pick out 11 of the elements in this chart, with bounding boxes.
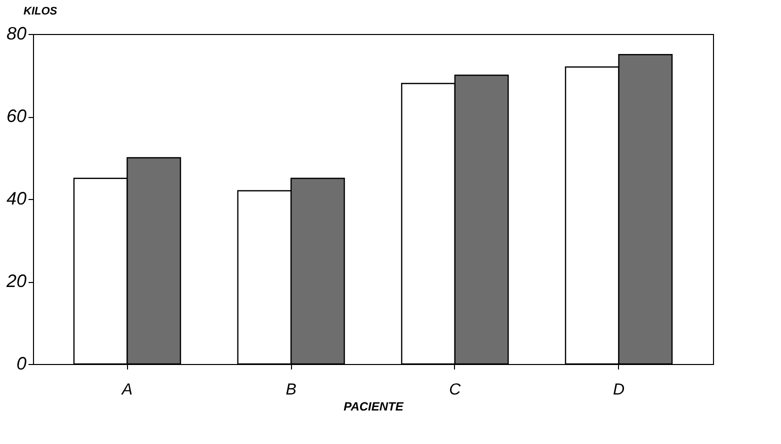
y-tick-label: 0 (16, 354, 26, 374)
x-axis-title: PACIENTE (344, 400, 404, 414)
x-tick-label: C (449, 382, 462, 398)
x-tick-label: A (120, 382, 133, 398)
x-tick-label: D (613, 382, 625, 398)
y-tick-label: 40 (6, 188, 26, 208)
y-tick-label: 20 (5, 271, 26, 291)
y-axis-title: KILOS (24, 6, 58, 18)
y-tick-label: 80 (6, 24, 26, 44)
y-tick-label: 60 (6, 106, 26, 126)
x-tick-label: B (286, 382, 297, 398)
